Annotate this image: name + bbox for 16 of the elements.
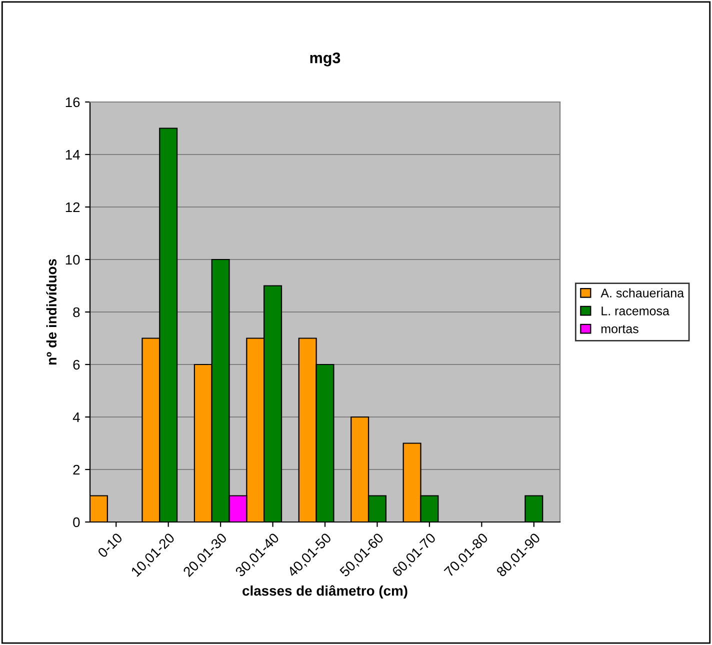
y-tick-label: 10 [66,254,80,265]
y-tick-label: 6 [73,360,80,370]
x-tick-label: 0-10 [97,532,123,558]
chart-title: mg3 [310,52,340,66]
y-axis-title: nº de indivíduos [46,259,57,365]
legend-label: A. schaueriana [600,288,684,298]
y-tick-label: 16 [66,97,80,108]
legend-label: mortas [601,325,638,334]
y-tick-label: 4 [72,412,80,422]
y-tick-label: 12 [66,202,80,212]
x-axis-title: classes de diâmetro (cm) [242,585,408,598]
legend-label: L. racemosa [602,306,670,316]
y-tick-label: 0 [73,517,80,528]
y-tick-label: 8 [73,307,80,318]
y-tick-label: 14 [66,150,80,160]
y-tick-label: 2 [73,464,80,475]
